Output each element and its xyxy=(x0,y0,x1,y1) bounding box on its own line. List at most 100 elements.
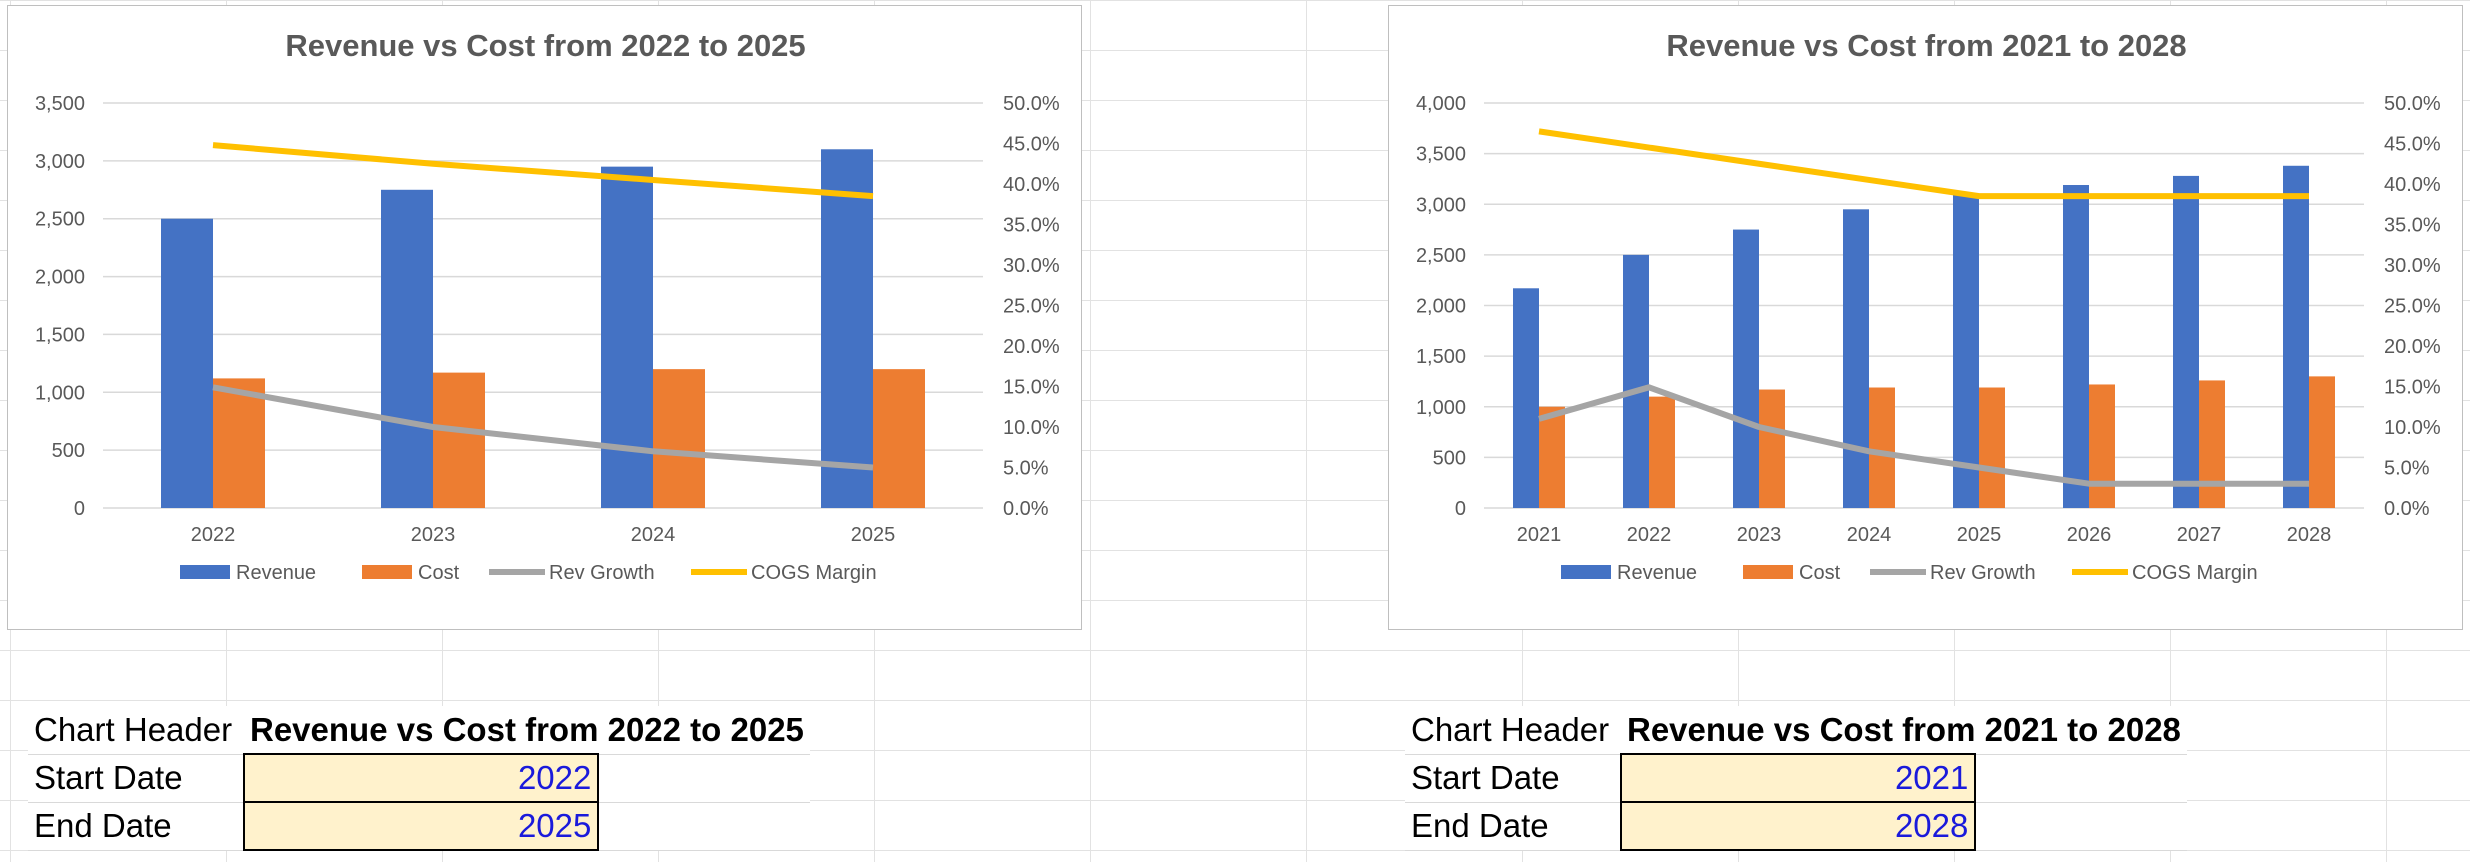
revenue-bar[interactable] xyxy=(1623,254,1649,508)
legend-swatch xyxy=(1743,565,1793,579)
cost-bar[interactable] xyxy=(213,378,265,508)
x-tick-label: 2026 xyxy=(2067,524,2112,546)
cost-bar[interactable] xyxy=(2309,376,2335,508)
legend-swatch xyxy=(362,565,412,579)
revenue-bar[interactable] xyxy=(1733,229,1759,508)
x-tick-label: 2028 xyxy=(2287,524,2332,546)
legend-item-cost[interactable]: Cost xyxy=(1743,562,1841,584)
revenue-bar[interactable] xyxy=(381,189,433,509)
revenue-bar[interactable] xyxy=(2063,185,2089,508)
chart-header-label: Chart Header xyxy=(28,706,244,755)
legend-item-cogs-margin[interactable]: COGS Margin xyxy=(691,562,877,584)
cost-bar[interactable] xyxy=(2089,384,2115,508)
legend-item-revenue[interactable]: Revenue xyxy=(1561,562,1697,584)
y-left-tick-label: 3,000 xyxy=(1416,194,1466,216)
cost-bar[interactable] xyxy=(1869,387,1895,508)
y-right-tick-label: 15.0% xyxy=(1003,377,1060,399)
y-left-tick-label: 2,500 xyxy=(1416,245,1466,267)
blank-cell[interactable] xyxy=(597,802,810,851)
legend-label: COGS Margin xyxy=(751,562,877,584)
cogs-margin-line[interactable] xyxy=(212,142,874,200)
chart-1[interactable]: Revenue vs Cost from 2022 to 2025 0 500 1,0… xyxy=(7,5,1082,630)
start-date-label: Start Date xyxy=(28,754,244,803)
cost-bar[interactable] xyxy=(1759,389,1785,508)
cost-bar[interactable] xyxy=(653,369,705,508)
start-date-input[interactable]: 2022 xyxy=(242,753,600,803)
blank-cell[interactable] xyxy=(1974,754,2187,803)
x-tick-label: 2023 xyxy=(1737,524,1782,546)
y-left-tick-label: 3,500 xyxy=(1416,144,1466,166)
rev-growth-line[interactable] xyxy=(1538,384,2309,487)
x-tick-label: 2022 xyxy=(191,524,236,546)
rev-growth-line[interactable] xyxy=(212,384,874,471)
y-right-tick-label: 30.0% xyxy=(2384,255,2441,277)
y-left-tick-label: 500 xyxy=(52,440,85,462)
revenue-bar[interactable] xyxy=(1843,209,1869,508)
revenue-bar[interactable] xyxy=(2173,175,2199,508)
revenue-bar[interactable] xyxy=(601,166,653,508)
blank-cell[interactable] xyxy=(597,754,810,803)
legend-item-cost[interactable]: Cost xyxy=(362,562,460,584)
legend-label: COGS Margin xyxy=(2132,562,2258,584)
legend-label: Revenue xyxy=(236,562,316,584)
revenue-bar[interactable] xyxy=(161,218,213,508)
cost-bar[interactable] xyxy=(2199,380,2225,508)
end-date-label: End Date xyxy=(1405,802,1621,851)
legend-label: Cost xyxy=(1799,562,1841,584)
revenue-bar[interactable] xyxy=(1953,194,1979,508)
chart-header-value[interactable]: Revenue vs Cost from 2022 to 2025 xyxy=(244,706,810,755)
y-right-tick-label: 15.0% xyxy=(2384,377,2441,399)
y-right-tick-label: 5.0% xyxy=(2384,458,2430,480)
chart-2[interactable]: Revenue vs Cost from 2021 to 2028 0 500 1,0… xyxy=(1388,5,2463,630)
y-left-tick-label: 0 xyxy=(74,498,85,520)
blank-cell[interactable] xyxy=(1974,802,2187,851)
cost-bar[interactable] xyxy=(1649,396,1675,508)
y-left-tick-label: 1,000 xyxy=(35,382,85,404)
revenue-bar[interactable] xyxy=(1513,288,1539,508)
cost-bar[interactable] xyxy=(1979,387,2005,508)
cogs-margin-line[interactable] xyxy=(1538,128,2309,200)
x-tick-label: 2023 xyxy=(411,524,456,546)
legend-label: Revenue xyxy=(1617,562,1697,584)
y-right-tick-label: 50.0% xyxy=(1003,93,1060,115)
legend-swatch xyxy=(1561,565,1611,579)
y-right-tick-label: 0.0% xyxy=(2384,498,2430,520)
y-right-tick-label: 25.0% xyxy=(2384,296,2441,318)
x-tick-label: 2024 xyxy=(1847,524,1892,546)
cost-bar[interactable] xyxy=(1539,406,1565,508)
start-date-label: Start Date xyxy=(1405,754,1621,803)
legend-swatch xyxy=(180,565,230,579)
x-tick-label: 2022 xyxy=(1627,524,1672,546)
end-date-row: End Date 2028 xyxy=(1405,801,2187,851)
y-left-tick-label: 2,500 xyxy=(35,209,85,231)
x-tick-label: 2025 xyxy=(851,524,896,546)
chart-title: Revenue vs Cost from 2021 to 2028 xyxy=(1666,28,2186,63)
revenue-bar[interactable] xyxy=(2283,165,2309,508)
legend-item-cogs-margin[interactable]: COGS Margin xyxy=(2072,562,2258,584)
revenue-bar[interactable] xyxy=(821,149,873,509)
end-date-input[interactable]: 2025 xyxy=(242,801,600,851)
cost-bar[interactable] xyxy=(433,372,485,508)
chart-header-row: Chart Header Revenue vs Cost from 2021 t… xyxy=(1405,706,2187,755)
y-left-tick-label: 2,000 xyxy=(1416,296,1466,318)
end-date-row: End Date 2025 xyxy=(28,801,810,851)
start-date-row: Start Date 2022 xyxy=(28,753,810,803)
end-date-input[interactable]: 2028 xyxy=(1619,801,1977,851)
legend-item-rev-growth[interactable]: Rev Growth xyxy=(489,562,655,584)
legend-item-revenue[interactable]: Revenue xyxy=(180,562,316,584)
y-left-tick-label: 3,500 xyxy=(35,93,85,115)
y-left-tick-label: 500 xyxy=(1433,447,1466,469)
start-date-input[interactable]: 2021 xyxy=(1619,753,1977,803)
x-tick-label: 2025 xyxy=(1957,524,2002,546)
y-right-tick-label: 25.0% xyxy=(1003,296,1060,318)
cost-bar[interactable] xyxy=(873,369,925,508)
y-right-tick-label: 20.0% xyxy=(2384,336,2441,358)
chart-2-settings-table: Chart Header Revenue vs Cost from 2021 t… xyxy=(1405,706,2187,851)
y-left-tick-label: 1,500 xyxy=(35,324,85,346)
chart-header-value[interactable]: Revenue vs Cost from 2021 to 2028 xyxy=(1621,706,2187,755)
y-left-tick-label: 3,000 xyxy=(35,151,85,173)
chart-2-svg: Revenue vs Cost from 2021 to 2028 0 500 1,0… xyxy=(1416,28,2441,584)
y-left-tick-label: 1,000 xyxy=(1416,397,1466,419)
legend-item-rev-growth[interactable]: Rev Growth xyxy=(1870,562,2036,584)
y-right-tick-label: 50.0% xyxy=(2384,93,2441,115)
